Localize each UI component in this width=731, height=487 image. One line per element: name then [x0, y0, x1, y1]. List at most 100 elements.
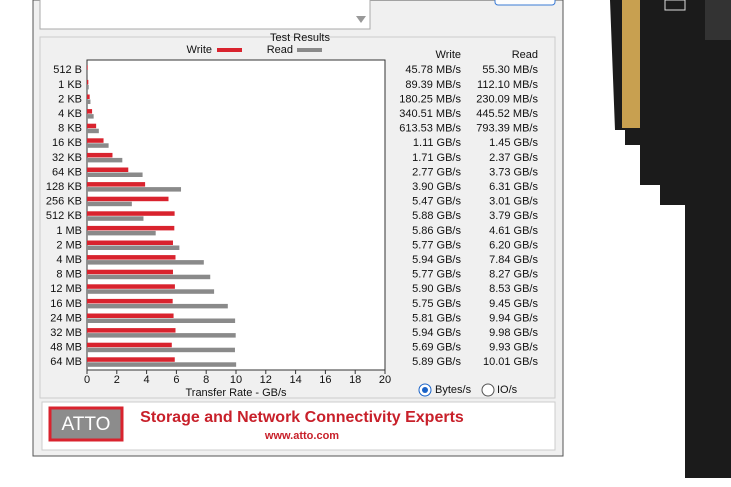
value-label: 1.11 GB/s [413, 137, 462, 149]
radio-bytes-label: Bytes/s [435, 384, 472, 396]
x-tick-label: 10 [230, 374, 242, 386]
y-tick-label: 128 KB [46, 181, 82, 193]
y-tick-label: 2 MB [56, 239, 82, 251]
y-tick-label: 2 KB [58, 93, 82, 105]
value-label: 3.79 GB/s [489, 210, 538, 222]
group-box [39, 36, 556, 399]
bar [87, 128, 99, 134]
bar [87, 138, 104, 143]
bar [87, 269, 173, 275]
value-label: 9.93 GB/s [489, 342, 538, 354]
column-header: Read [512, 49, 538, 61]
scroll-arrow[interactable] [356, 16, 366, 23]
bar [87, 172, 143, 177]
value-label: 2.77 GB/s [412, 166, 461, 178]
value-label: 55.30 MB/s [482, 64, 538, 76]
value-label: 340.51 MB/s [399, 108, 461, 120]
x-tick-label: 4 [144, 374, 150, 386]
banner [41, 401, 556, 451]
bar [87, 84, 89, 90]
bar [87, 333, 236, 338]
value-label: 5.90 GB/s [412, 283, 461, 295]
value-label: 7.84 GB/s [489, 254, 538, 266]
value-label: 4.61 GB/s [489, 225, 538, 237]
x-tick-label: 2 [114, 374, 120, 386]
value-label: 5.77 GB/s [412, 269, 461, 281]
value-label: 5.94 GB/s [412, 327, 461, 339]
legend-label: Read [267, 44, 293, 56]
y-tick-label: 16 KB [52, 137, 82, 149]
value-label: 3.90 GB/s [412, 181, 461, 193]
y-tick-label: 64 MB [50, 356, 82, 368]
value-label: 1.71 GB/s [412, 152, 461, 164]
value-label: 5.69 GB/s [412, 342, 461, 354]
x-tick-label: 18 [349, 374, 361, 386]
value-label: 45.78 MB/s [405, 64, 461, 76]
bar [87, 79, 89, 85]
bar [87, 201, 132, 207]
x-tick-label: 12 [260, 374, 272, 386]
value-label: 5.77 GB/s [412, 239, 461, 251]
legend-swatch [217, 48, 242, 52]
y-tick-label: 1 KB [58, 79, 82, 91]
logo: ATTO [62, 414, 111, 435]
bar [87, 109, 93, 114]
x-tick-label: 20 [379, 374, 391, 386]
y-tick-label: 512 KB [46, 210, 82, 222]
bar [87, 123, 97, 129]
pcb-marking [664, 0, 686, 11]
value-label: 3.01 GB/s [489, 196, 538, 208]
value-label: 5.88 GB/s [412, 210, 461, 222]
legend-label: Write [187, 44, 212, 56]
bar [87, 211, 175, 216]
bar [87, 70, 88, 75]
value-label: 89.39 MB/s [405, 79, 461, 91]
bar [87, 230, 156, 236]
y-tick-label: 64 KB [52, 166, 82, 178]
y-tick-label: 16 MB [50, 298, 82, 310]
bar [87, 318, 236, 323]
y-tick-label: 1 MB [56, 225, 82, 237]
radio-io[interactable] [481, 383, 495, 397]
bar [87, 342, 172, 348]
value-label: 9.94 GB/s [489, 312, 538, 324]
value-label: 2.37 GB/s [489, 152, 538, 164]
bar [87, 313, 174, 318]
y-tick-label: 48 MB [50, 342, 82, 354]
bar [87, 187, 182, 192]
legend-swatch [297, 48, 322, 52]
bar [87, 289, 215, 294]
x-tick-label: 0 [84, 374, 90, 386]
bar [87, 65, 88, 70]
bar [87, 167, 129, 172]
value-label: 1.45 GB/s [489, 137, 538, 149]
pcb-chip [705, 0, 731, 40]
bar [87, 328, 176, 333]
bar [87, 114, 94, 119]
bar [87, 99, 91, 104]
chart-title: Test Results [270, 32, 330, 44]
bar [87, 347, 235, 353]
bar [87, 298, 173, 304]
value-label: 3.73 GB/s [489, 166, 538, 178]
tagline: Storage and Network Connectivity Experts [140, 409, 464, 426]
value-label: 9.98 GB/s [489, 327, 538, 339]
url: www.atto.com [264, 430, 339, 442]
bar [87, 255, 176, 260]
bar [87, 157, 123, 163]
value-label: 5.75 GB/s [412, 298, 461, 310]
value-label: 5.81 GB/s [412, 312, 461, 324]
radio-io-label: IO/s [497, 384, 518, 396]
bar [87, 143, 109, 148]
bar [87, 225, 175, 231]
bar [87, 303, 228, 309]
start-button[interactable] [494, 0, 556, 6]
y-tick-label: 512 B [53, 64, 82, 76]
y-tick-label: 12 MB [50, 283, 82, 295]
y-tick-label: 32 KB [52, 152, 82, 164]
bar [87, 216, 144, 221]
gold-fingers [622, 0, 640, 128]
value-label: 445.52 MB/s [476, 108, 538, 120]
logo-box [48, 406, 124, 442]
